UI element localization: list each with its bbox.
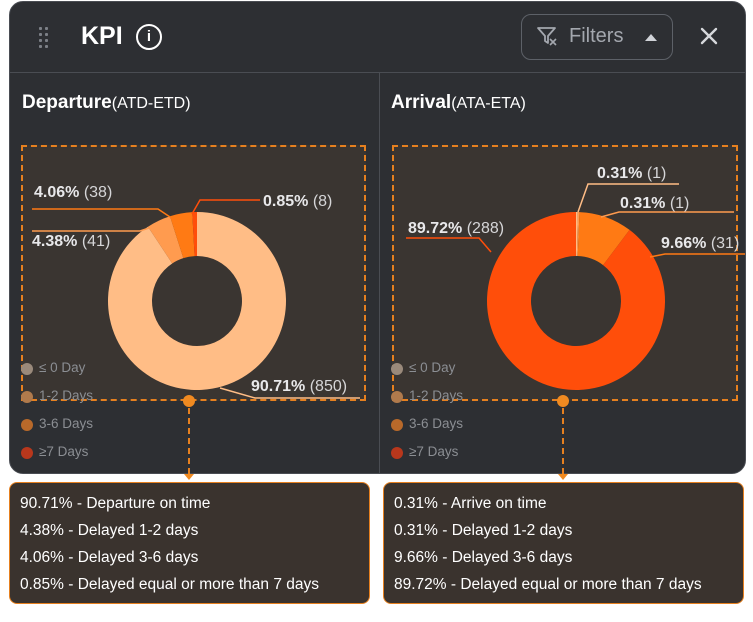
note-line: 4.06% - Delayed 3-6 days (20, 549, 199, 566)
filters-label: Filters (569, 25, 624, 47)
leader-line (577, 183, 679, 213)
kpi-panel: KPI i Filters Departure(ATD-ETD) 90.71% … (9, 1, 746, 474)
leader-line (406, 237, 492, 253)
leader-line (600, 211, 734, 218)
note-line: 0.31% - Arrive on time (394, 495, 547, 512)
note-line: 0.85% - Delayed equal or more than 7 day… (20, 576, 319, 593)
legend-swatch (21, 447, 33, 459)
slice-data-label: 0.85% (8) (263, 193, 332, 210)
filters-button[interactable]: Filters (521, 14, 673, 60)
section-divider (379, 72, 380, 473)
arrival-title: Arrival(ATA-ETA) (391, 92, 526, 113)
arrival-connector-knob (557, 395, 569, 407)
departure-connector-arrow (184, 474, 194, 480)
slice-data-label: 9.66% (31) (661, 235, 739, 252)
panel-header: KPI i Filters (10, 2, 745, 73)
arrival-connector-arrow (558, 474, 568, 480)
arrival-summary-note: 0.31% - Arrive on time 0.31% - Delayed 1… (383, 482, 744, 604)
leader-line (649, 253, 745, 258)
donut-slice-1[interactable] (576, 212, 578, 257)
note-line: 90.71% - Departure on time (20, 495, 211, 512)
slice-data-label: 89.72% (288) (408, 220, 504, 237)
caret-up-icon (645, 34, 657, 41)
departure-donut-chart: 90.71% (850) 4.38% (41) 4.06% (38) 0.85% (8… (32, 184, 360, 399)
leader-line (191, 199, 260, 215)
info-icon[interactable]: i (136, 24, 162, 50)
note-line: 0.31% - Delayed 1-2 days (394, 522, 573, 539)
leader-line (219, 387, 360, 399)
legend-swatch (21, 363, 33, 375)
legend-swatch (391, 447, 403, 459)
legend-swatch (21, 391, 33, 403)
legend-swatch (391, 391, 403, 403)
note-line: 9.66% - Delayed 3-6 days (394, 549, 573, 566)
donut-slice-4[interactable] (192, 212, 197, 257)
slice-data-label: 0.31% (1) (597, 165, 666, 182)
legend-swatch (391, 419, 403, 431)
drag-handle-icon[interactable] (39, 27, 51, 49)
note-line: 4.38% - Delayed 1-2 days (20, 522, 199, 539)
departure-title: Departure(ATD-ETD) (22, 92, 191, 113)
note-line: 89.72% - Delayed equal or more than 7 da… (394, 576, 702, 593)
slice-data-label: 0.31% (1) (620, 195, 689, 212)
close-icon[interactable] (698, 25, 720, 47)
panel-title: KPI (81, 22, 123, 50)
departure-connector-knob (183, 395, 195, 407)
legend-swatch (21, 419, 33, 431)
leader-line (32, 208, 171, 218)
donut-slice-2[interactable] (147, 216, 184, 264)
departure-summary-note: 90.71% - Departure on time 4.38% - Delay… (9, 482, 370, 604)
departure-connector-line (188, 408, 190, 474)
donut-slice-3[interactable] (169, 212, 195, 259)
leader-line (32, 226, 153, 232)
arrival-connector-line (562, 408, 564, 474)
donut-slice-2[interactable] (576, 212, 580, 257)
filter-icon (537, 27, 557, 46)
arrival-donut-chart: 0.31% (1) 0.31% (1) 9.66% (31) 89.72% (288) (406, 165, 745, 390)
donut-slice-4[interactable] (487, 212, 665, 390)
slice-data-label: 90.71% (850) (251, 378, 347, 395)
donut-slice-1[interactable] (108, 211, 286, 390)
slice-data-label: 4.06% (38) (34, 184, 112, 201)
departure-chart-frame (21, 145, 366, 401)
donut-slice-3[interactable] (577, 212, 630, 266)
slice-data-label: 4.38% (41) (32, 233, 110, 250)
legend-swatch (391, 363, 403, 375)
